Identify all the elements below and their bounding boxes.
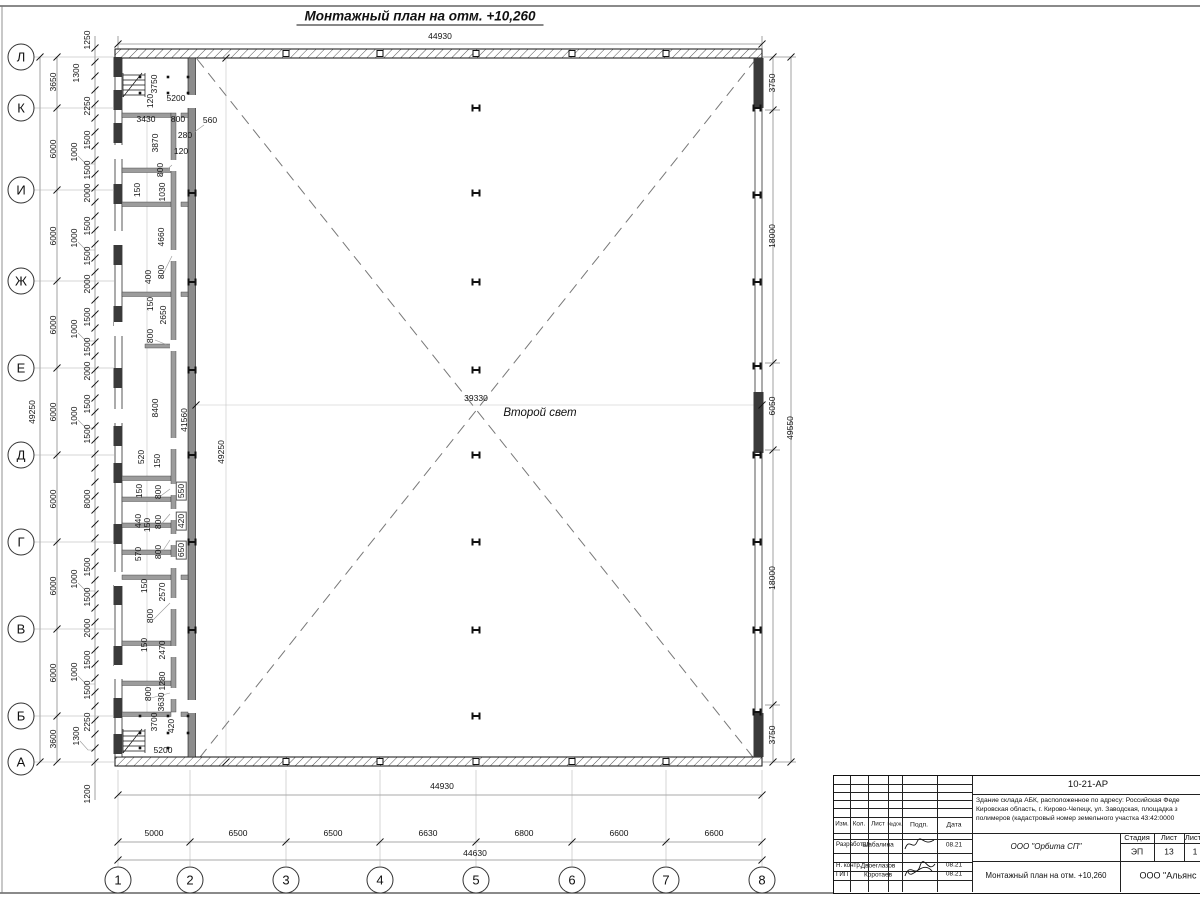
name-2: Двоеглазов <box>860 862 896 870</box>
col-izm: Изм. <box>835 820 849 828</box>
stage-header: Стадия <box>1124 833 1150 843</box>
address-line-3: полимеров (кадастровый номер земельного … <box>976 815 1175 822</box>
date-1: 08.21 <box>945 841 963 849</box>
signature-2 <box>904 861 936 877</box>
name-1: Шабалина <box>862 841 894 849</box>
axis-helper-lines <box>146 58 762 757</box>
sheets-header: Листов <box>1184 833 1200 843</box>
dimension-ticks <box>36 40 795 864</box>
signature-1 <box>904 838 935 850</box>
name-3: Коротаев <box>863 871 893 879</box>
role-2: Н. контр. <box>836 862 862 869</box>
plan-title-cell: Монтажный план на отм. +10,260 <box>985 870 1107 880</box>
stairs-top <box>122 72 146 98</box>
page-title: Монтажный план на отм. +10,260 <box>296 9 544 26</box>
sheet-value: 13 <box>1164 846 1174 857</box>
address-line-1: Здание склада АБК, расположенное по адре… <box>976 797 1180 804</box>
org-name: ООО "Орбита СП" <box>1010 841 1082 851</box>
company-name: ООО "Альянс <box>1139 870 1197 881</box>
title-block: 10-21-АР Здание склада АБК, расположенно… <box>833 775 1200 894</box>
stair-hall-columns <box>138 75 190 750</box>
doc-number: 10-21-АР <box>1067 779 1109 791</box>
dimension-lines <box>39 36 796 861</box>
partition-walls <box>121 112 189 717</box>
sheet-header: Лист <box>1160 833 1178 843</box>
col-data: Дата <box>946 821 962 829</box>
building-walls <box>114 48 764 767</box>
date-2: 08.21 <box>945 861 963 869</box>
role-3: ГИП <box>836 871 849 878</box>
column-markers <box>187 104 762 720</box>
second-light-label: Второй свет <box>503 407 577 419</box>
col-kol: Кол. <box>852 820 866 828</box>
leader-lines <box>77 124 205 751</box>
stage-value: ЭП <box>1130 846 1144 857</box>
pilasters <box>113 57 123 754</box>
extension-lines <box>34 56 763 866</box>
col-podp: Подп. <box>909 821 929 829</box>
sheets-value: 1 <box>1192 846 1198 857</box>
stairs-bottom <box>122 728 146 754</box>
date-3: 08.21 <box>945 870 963 878</box>
col-list: Лист <box>871 820 885 828</box>
address-line-2: Кировская область, г. Кирово-Чепецк, ул.… <box>976 806 1178 813</box>
bracing-diagonals <box>196 58 757 762</box>
door-openings <box>170 160 177 699</box>
role-1: Разработал <box>836 841 870 848</box>
wall-column-squares <box>282 50 670 765</box>
col-ndok: №док. <box>887 821 903 828</box>
